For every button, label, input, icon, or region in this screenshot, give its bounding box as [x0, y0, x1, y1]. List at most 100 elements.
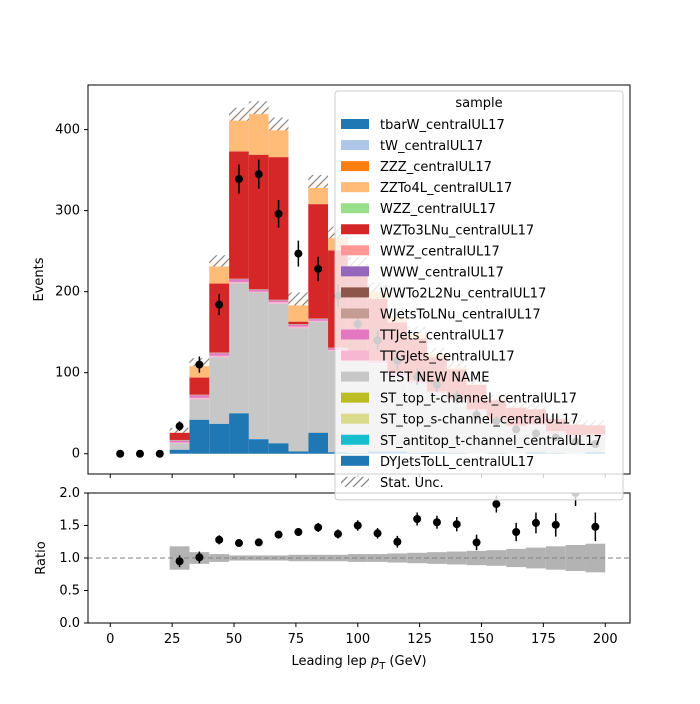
ratio-point	[274, 530, 283, 539]
legend-entry-label: WZTo3LNu_centralUL17	[380, 223, 534, 238]
ratio-point	[234, 539, 243, 548]
stack-bar	[169, 439, 190, 441]
stack-bar	[288, 324, 309, 325]
ratio-y-tick-label: 1.5	[59, 519, 80, 534]
x-tick-label: 125	[407, 632, 432, 647]
stack-bar	[288, 451, 309, 454]
ratio-point	[512, 528, 521, 536]
stat-unc-band	[209, 255, 230, 267]
stack-bar	[229, 281, 249, 284]
stack-bar	[209, 357, 230, 424]
legend-entry-label: Stat. Unc.	[380, 476, 444, 491]
stack-bar	[229, 413, 249, 454]
stack-bar	[268, 123, 289, 158]
stat-unc-band	[268, 117, 289, 131]
legend-swatch	[341, 245, 369, 256]
data-point	[234, 175, 243, 184]
legend-title: sample	[455, 96, 502, 111]
ratio-y-tick-label: 1.0	[59, 551, 80, 566]
legend-swatch	[341, 329, 369, 340]
ratio-y-tick-label: 0.0	[59, 616, 80, 631]
stack-bar	[189, 399, 210, 420]
ratio-point	[591, 522, 600, 531]
data-point	[294, 249, 303, 258]
ratio-y-tick-label: 0.5	[59, 584, 80, 599]
stack-bar	[268, 443, 289, 454]
stack-bar	[169, 443, 190, 450]
y-tick-label: 400	[55, 123, 80, 138]
legend-entry-label: DYJetsToLL_centralUL17	[380, 455, 534, 470]
ratio-point	[195, 553, 204, 562]
stat-unc-band	[229, 107, 249, 121]
ratio-unc-band	[387, 553, 408, 563]
stack-bar	[189, 395, 210, 398]
stack-bar	[169, 449, 190, 454]
ratio-point	[393, 537, 402, 546]
stack-bar	[189, 377, 210, 395]
x-tick-label: 175	[531, 632, 556, 647]
stack-bar	[189, 397, 210, 400]
legend-swatch	[341, 203, 369, 214]
ratio-point	[413, 515, 422, 523]
x-tick-label: 75	[288, 632, 305, 647]
x-axis-label-part: Leading lep	[291, 654, 370, 669]
data-point	[314, 264, 323, 273]
stack-bar	[248, 439, 269, 454]
ratio-y-axis-label: Ratio	[34, 541, 49, 574]
data-point	[274, 209, 283, 218]
legend-swatch	[341, 392, 369, 403]
legend-swatch	[341, 161, 369, 172]
ratio-point	[432, 518, 441, 527]
stack-bar	[209, 355, 230, 358]
data-point	[175, 422, 184, 431]
x-axis-label-part: p	[370, 654, 379, 669]
data-point	[195, 360, 204, 369]
legend-swatch	[341, 455, 369, 466]
legend-swatch	[341, 266, 369, 277]
stack-bar	[209, 352, 230, 354]
stack-bar	[308, 432, 329, 454]
legend-entry-label: WJetsToLNu_centralUL17	[380, 307, 541, 322]
stack-bar	[288, 326, 309, 329]
stat-unc-band	[248, 101, 269, 115]
ratio-point	[551, 520, 560, 529]
legend-entry-label: ZZZ_centralUL17	[380, 160, 492, 175]
stack-bar	[169, 440, 190, 443]
stack-bar	[209, 283, 230, 353]
y-tick-label: 0	[72, 447, 80, 462]
y-tick-label: 100	[55, 366, 80, 381]
stack-bar	[268, 300, 289, 303]
stack-bar	[268, 303, 289, 444]
legend-swatch	[341, 182, 369, 193]
stack-bar	[229, 283, 249, 414]
x-axis-label: Leading lep pT (GeV)	[291, 654, 426, 672]
data-point	[215, 300, 224, 309]
y-tick-label: 300	[55, 204, 80, 219]
ratio-unc-band	[268, 555, 289, 561]
legend-swatch	[341, 140, 369, 151]
legend-swatch	[341, 119, 369, 129]
stack-bar	[308, 318, 329, 320]
x-tick-label: 50	[226, 632, 243, 647]
legend-entry-label: WWW_centralUL17	[380, 265, 504, 280]
legend-entry-label: ZZTo4L_centralUL17	[380, 181, 512, 196]
legend-swatch	[341, 308, 369, 319]
ratio-point	[492, 500, 501, 509]
ratio-point	[373, 529, 382, 538]
x-tick-label: 150	[469, 632, 494, 647]
ratio-unc-band	[526, 547, 546, 569]
x-tick-label: 200	[593, 632, 618, 647]
stack-bar	[248, 289, 269, 291]
x-tick-label: 100	[345, 632, 370, 647]
stack-bar	[229, 278, 249, 280]
ratio-point	[531, 518, 540, 527]
ratio-point	[353, 521, 362, 530]
legend-swatch	[341, 350, 369, 361]
ratio-unc-band	[229, 555, 249, 561]
ratio-y-tick-label: 2.0	[59, 486, 80, 501]
stack-bar	[308, 319, 329, 321]
ratio-point	[452, 520, 461, 529]
legend-entry-label: ST_top_t-channel_centralUL17	[380, 392, 577, 407]
